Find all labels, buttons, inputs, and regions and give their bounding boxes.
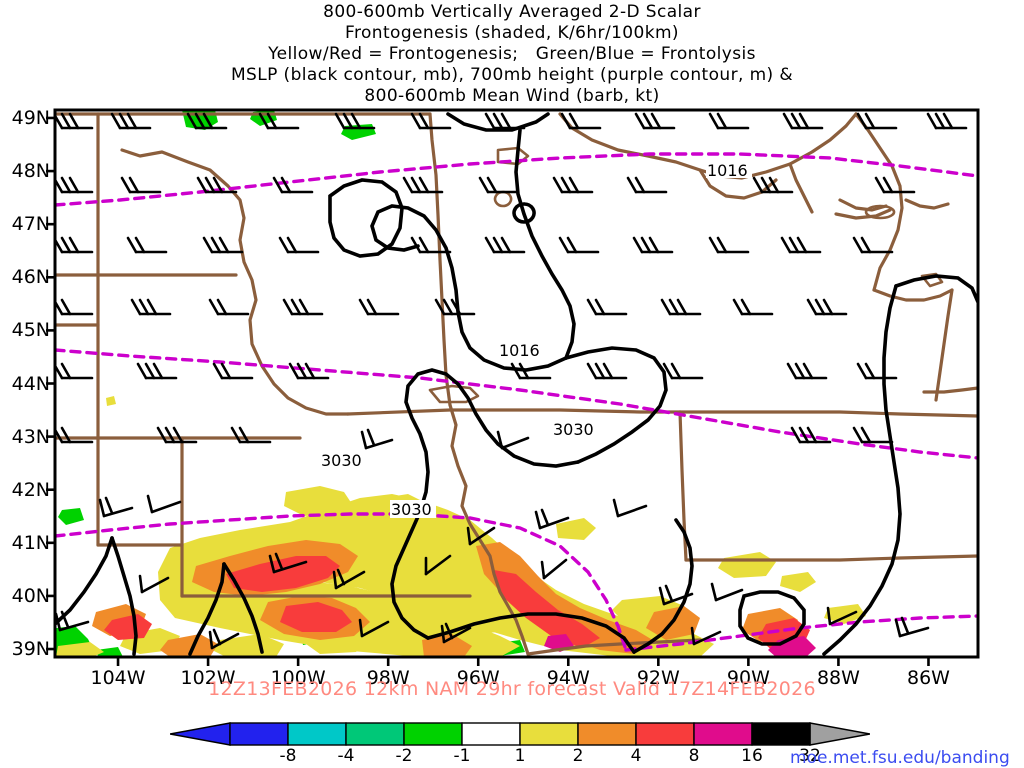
title-line-1: 800-600mb Vertically Averaged 2-D Scalar [323,2,701,22]
x-tick-label: 92W [636,667,680,689]
height-label: 3030 [321,451,362,470]
y-tick-label: 40N [11,584,50,607]
contour-label-group: 1016 1016 3030 3030 3030 [320,160,752,519]
y-tick-label: 42N [11,478,50,501]
colorbar-segment [577,722,637,746]
site-watermark: moe.met.fsu.edu/banding [790,748,1010,768]
x-tick-label: 104W [90,667,146,689]
y-tick-label: 46N [11,266,50,289]
colorbar-segment [229,722,289,746]
colorbar-tick-label: -2 [395,746,413,766]
y-tick-label: 48N [11,160,50,183]
colorbar-tick-label: -1 [453,746,471,766]
x-tick-label: 102W [180,667,236,689]
x-tick-label: 98W [366,667,410,689]
colorbar-right-arrow [809,722,870,746]
colorbar-tick-label: -4 [337,746,355,766]
colorbar-tick-label: 4 [630,746,642,766]
y-tick-label: 43N [11,425,50,448]
mslp-label: 1016 [499,341,540,360]
colorbar-tick-label: 8 [688,746,700,766]
colorbar-tick-label: 32 [799,746,821,766]
x-tick-label: 90W [726,667,770,689]
x-tick-label: 86W [906,667,950,689]
plot-contents: 1016 1016 3030 3030 3030 [55,110,978,657]
colorbar-segment [287,722,347,746]
y-tick-label: 41N [11,531,50,554]
colorbar-segment [345,722,405,746]
colorbar-segment [403,722,463,746]
mslp-label: 1016 [707,161,748,180]
y-tick-label: 49N [11,106,50,129]
x-tick-label: 94W [546,667,590,689]
y-tick-label: 45N [11,319,50,342]
colorbar-segment [519,722,579,746]
colorbar-segment [693,722,753,746]
colorbar-left-arrow [170,722,231,746]
title-line-4: MSLP (black contour, mb), 700mb height (… [230,65,794,85]
height-label: 3030 [553,420,594,439]
colorbar-tick-label: -8 [279,746,297,766]
y-tick-label: 44N [11,372,50,395]
title-line-5: 800-600mb Mean Wind (barb, kt) [364,86,660,106]
height-label: 3030 [391,500,432,519]
colorbar-tick-label: 1 [514,746,526,766]
forecast-caption: 12Z13FEB2026 12km NAM 29hr forecast Vali… [208,678,816,700]
colorbar-segment [461,722,521,746]
figure-title: 800-600mb Vertically Averaged 2-D Scalar… [0,2,1024,107]
colorbar-segment [751,722,811,746]
wind-barbs [55,112,968,650]
colorbar-segment [635,722,695,746]
x-tick-label: 100W [270,667,326,689]
frontogenesis-red-band [104,556,810,652]
title-line-2: Frontogenesis (shaded, K/6hr/100km) [345,23,679,43]
y-tick-label: 39N [11,638,50,661]
y-tick-label: 47N [11,213,50,236]
x-tick-label: 96W [456,667,500,689]
colorbar-swatches [170,722,870,746]
colorbar-tick-label: 2 [572,746,584,766]
axis-tick-marks [46,116,930,666]
mslp-contours [55,112,978,656]
title-line-3: Yellow/Red = Frontogenesis; Green/Blue =… [268,44,756,64]
x-tick-label: 88W [816,667,860,689]
colorbar-tick-label: 16 [741,746,763,766]
colorbar: -8 -4 -2 -1 1 2 4 8 16 32 [170,722,870,768]
